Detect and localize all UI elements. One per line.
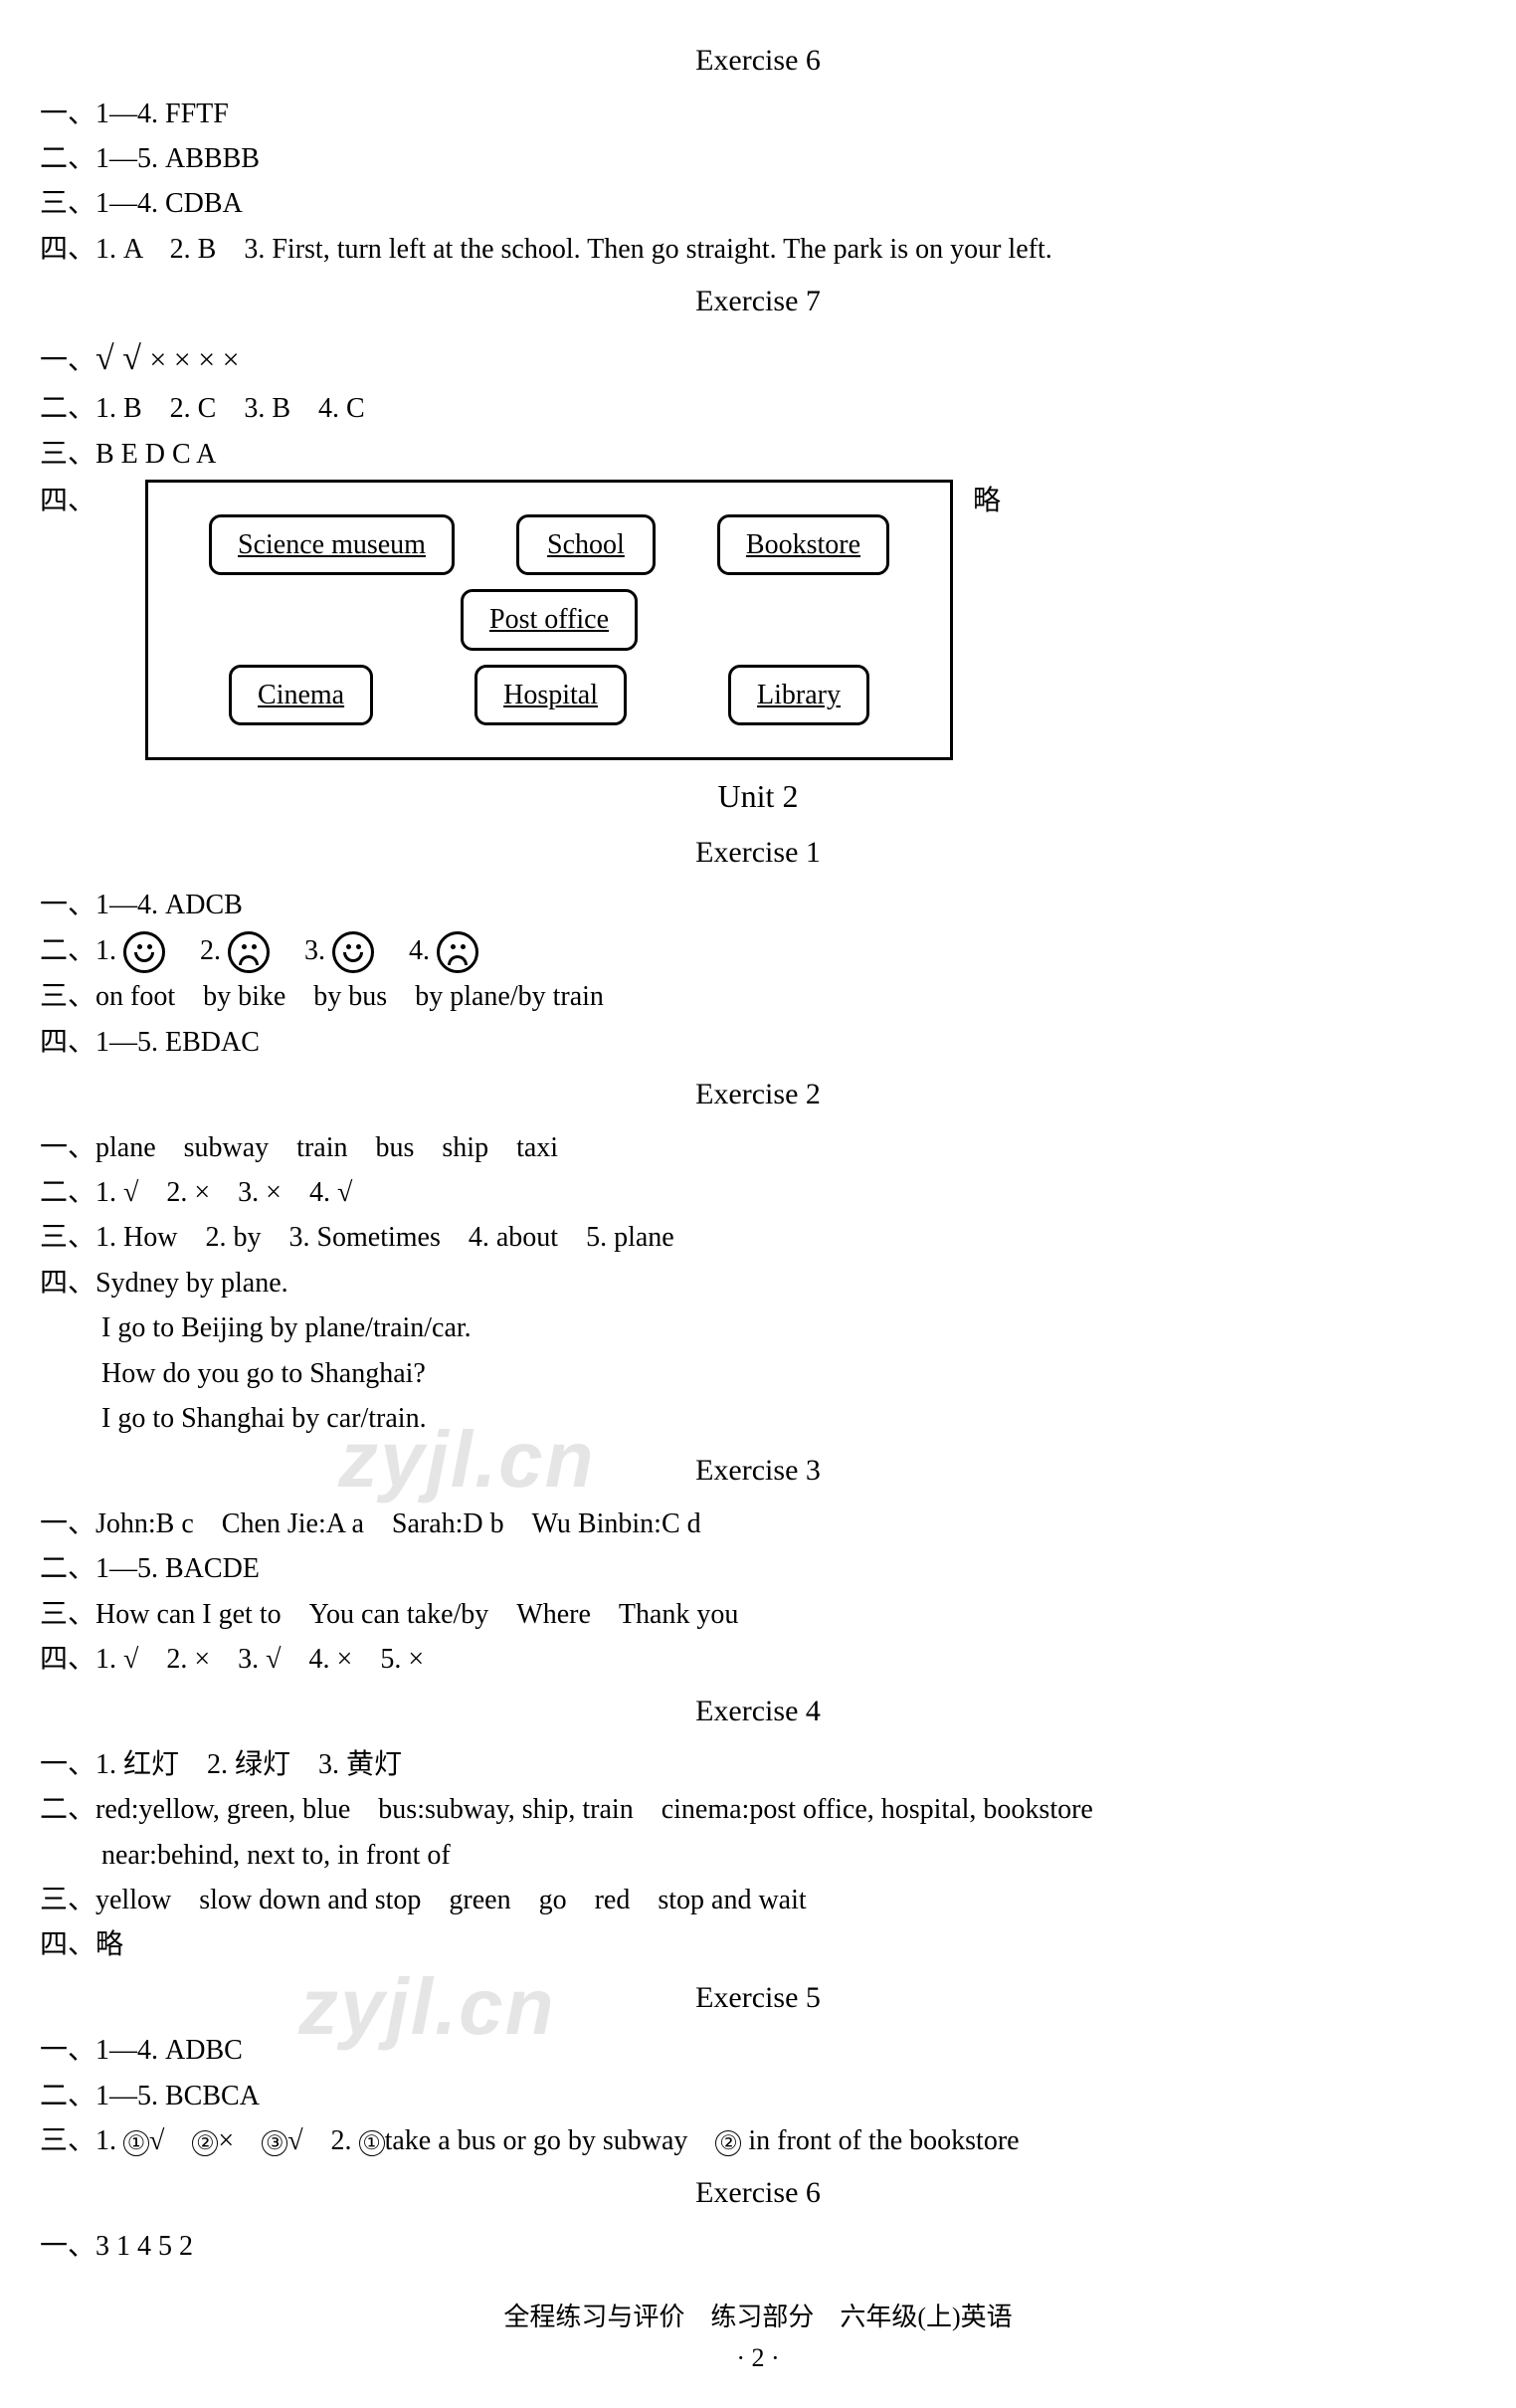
u2-exercise-3-title: Exercise 3 bbox=[40, 1448, 1476, 1495]
u2ex4-line4: 四、略 bbox=[40, 1923, 1476, 1966]
cross-icon: × bbox=[149, 343, 173, 376]
u2ex5-l3-e2: in front of the bookstore bbox=[741, 2125, 1019, 2156]
frown-face-icon bbox=[228, 931, 270, 973]
u2ex1-l2-prefix: 二、1. bbox=[40, 935, 123, 966]
u2ex1-l2-2: 2. bbox=[172, 935, 228, 966]
u2ex5-line1: 一、1—4. ADBC bbox=[40, 2029, 1476, 2072]
ex6-line2: 二、1—5. ABBBB bbox=[40, 137, 1476, 180]
circled-1-icon: ① bbox=[123, 2130, 149, 2156]
u2ex2-line2: 二、1. √ 2. × 3. × 4. √ bbox=[40, 1171, 1476, 1214]
u2ex5-l3-m2: × bbox=[218, 2125, 262, 2156]
u2ex1-line2: 二、1. 2. 3. 4. bbox=[40, 929, 1476, 974]
u2ex2-line1: 一、plane subway train bus ship taxi bbox=[40, 1126, 1476, 1169]
cross-icon: × bbox=[198, 343, 222, 376]
map-box-bookstore: Bookstore bbox=[717, 514, 889, 575]
u2ex4-line2: 二、red:yellow, green, blue bus:subway, sh… bbox=[40, 1788, 1476, 1831]
u2ex5-l3-m3: √ 2. bbox=[287, 2125, 358, 2156]
map-box-library: Library bbox=[728, 665, 869, 725]
u2ex3-line4: 四、1. √ 2. × 3. √ 4. × 5. × bbox=[40, 1638, 1476, 1681]
u2-exercise-5-title: Exercise 5 bbox=[40, 1975, 1476, 2022]
u2ex5-line2: 二、1—5. BCBCA bbox=[40, 2075, 1476, 2117]
map-box-science-museum: Science museum bbox=[209, 514, 455, 575]
ex6-line3: 三、1—4. CDBA bbox=[40, 182, 1476, 225]
u2ex2-line7: I go to Shanghai by car/train. bbox=[40, 1397, 1476, 1440]
u2ex3-line3: 三、How can I get to You can take/by Where… bbox=[40, 1593, 1476, 1636]
u2ex2-line5: I go to Beijing by plane/train/car. bbox=[40, 1306, 1476, 1349]
after-diagram-text: 略 bbox=[973, 480, 1001, 522]
diagram-row-2: Post office bbox=[178, 589, 920, 650]
u2ex1-line1: 一、1—4. ADCB bbox=[40, 884, 1476, 926]
map-diagram: Science museum School Bookstore Post off… bbox=[145, 480, 953, 760]
u2ex1-line4: 四、1—5. EBDAC bbox=[40, 1021, 1476, 1064]
cross-icon: × bbox=[174, 343, 198, 376]
u2ex1-l2-3: 3. bbox=[277, 935, 332, 966]
smile-face-icon bbox=[123, 931, 165, 973]
exercise-7-title: Exercise 7 bbox=[40, 279, 1476, 325]
map-box-post-office: Post office bbox=[461, 589, 638, 650]
ex7-line1: 一、√ √ × × × × bbox=[40, 333, 1476, 386]
u2ex4-line2b: near:behind, next to, in front of bbox=[40, 1834, 1476, 1877]
ex6-line1: 一、1—4. FFTF bbox=[40, 93, 1476, 135]
ex7-l4-prefix: 四、 bbox=[40, 480, 95, 522]
page-number: · 2 · bbox=[40, 2338, 1476, 2378]
ex7-l1-prefix: 一、 bbox=[40, 345, 95, 376]
u2ex3-line1: 一、John:B c Chen Jie:A a Sarah:D b Wu Bin… bbox=[40, 1503, 1476, 1545]
frown-face-icon bbox=[437, 931, 478, 973]
ex7-line3: 三、B E D C A bbox=[40, 433, 1476, 476]
ex7-line2: 二、1. B 2. C 3. B 4. C bbox=[40, 387, 1476, 430]
u2ex1-line3: 三、on foot by bike by bus by plane/by tra… bbox=[40, 975, 1476, 1018]
u2ex3-line2: 二、1—5. BACDE bbox=[40, 1547, 1476, 1590]
circled-2-icon: ② bbox=[192, 2130, 218, 2156]
check-icon: √ bbox=[95, 340, 122, 377]
u2-exercise-6-title: Exercise 6 bbox=[40, 2170, 1476, 2217]
spacer bbox=[693, 589, 892, 650]
u2-exercise-2-title: Exercise 2 bbox=[40, 1072, 1476, 1118]
map-box-cinema: Cinema bbox=[229, 665, 373, 725]
check-icon: √ bbox=[122, 340, 149, 377]
u2ex5-l3-e1: take a bus or go by subway bbox=[385, 2125, 716, 2156]
smile-face-icon bbox=[332, 931, 374, 973]
circled-2-icon: ② bbox=[715, 2130, 741, 2156]
circled-3-icon: ③ bbox=[262, 2130, 287, 2156]
ex6-line4: 四、1. A 2. B 3. First, turn left at the s… bbox=[40, 228, 1476, 271]
u2ex2-line4: 四、Sydney by plane. bbox=[40, 1262, 1476, 1304]
ex7-line4-row: 四、 Science museum School Bookstore Post … bbox=[40, 480, 1476, 760]
u2ex6-line1: 一、3 1 4 5 2 bbox=[40, 2225, 1476, 2268]
map-box-school: School bbox=[516, 514, 656, 575]
u2ex4-line1: 一、1. 红灯 2. 绿灯 3. 黄灯 bbox=[40, 1743, 1476, 1786]
u2ex5-l3-prefix: 三、1. bbox=[40, 2125, 123, 2156]
u2ex4-line3: 三、yellow slow down and stop green go red… bbox=[40, 1879, 1476, 1921]
spacer bbox=[206, 589, 405, 650]
page-footer: 全程练习与评价 练习部分 六年级(上)英语 bbox=[40, 2298, 1476, 2337]
u2ex5-line3: 三、1. ①√ ②× ③√ 2. ①take a bus or go by su… bbox=[40, 2119, 1476, 2162]
diagram-row-1: Science museum School Bookstore bbox=[178, 514, 920, 575]
cross-icon: × bbox=[223, 343, 240, 376]
u2-exercise-4-title: Exercise 4 bbox=[40, 1689, 1476, 1735]
unit-2-title: Unit 2 bbox=[40, 772, 1476, 822]
circled-1-icon: ① bbox=[359, 2130, 385, 2156]
u2-exercise-1-title: Exercise 1 bbox=[40, 830, 1476, 877]
u2ex2-line3: 三、1. How 2. by 3. Sometimes 4. about 5. … bbox=[40, 1216, 1476, 1259]
u2ex2-line6: How do you go to Shanghai? bbox=[40, 1352, 1476, 1395]
u2ex5-l3-m1: √ bbox=[149, 2125, 192, 2156]
exercise-6-title: Exercise 6 bbox=[40, 38, 1476, 85]
diagram-row-3: Cinema Hospital Library bbox=[178, 665, 920, 725]
map-box-hospital: Hospital bbox=[474, 665, 627, 725]
u2ex1-l2-4: 4. bbox=[381, 935, 437, 966]
